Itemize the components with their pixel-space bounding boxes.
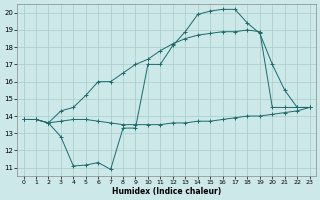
X-axis label: Humidex (Indice chaleur): Humidex (Indice chaleur) bbox=[112, 187, 221, 196]
